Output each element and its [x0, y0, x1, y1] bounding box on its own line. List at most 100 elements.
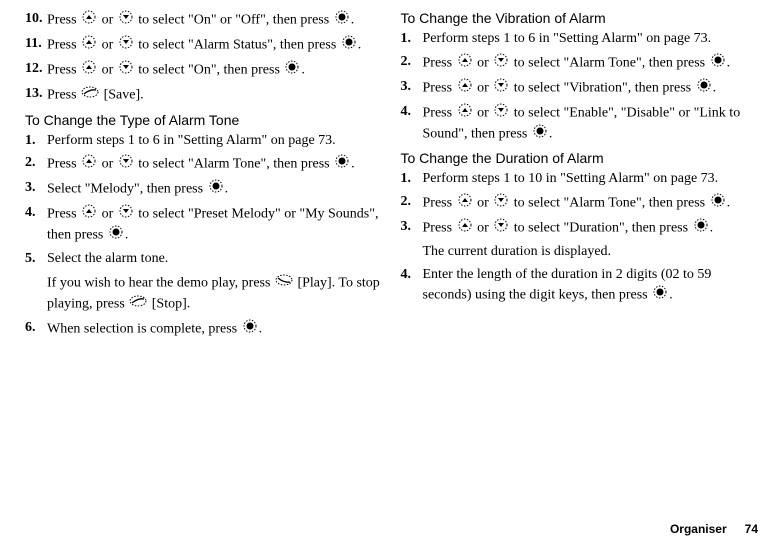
t: to select "Vibration", then press	[510, 80, 694, 95]
t: .	[713, 80, 717, 95]
down-icon	[493, 53, 509, 74]
t: Press	[47, 207, 80, 222]
step-num: 4.	[401, 266, 423, 285]
step-text: Press or to select "Preset Melody" or "M…	[47, 204, 383, 246]
down-icon	[118, 35, 134, 56]
t: [Save].	[100, 87, 144, 102]
up-icon	[457, 103, 473, 124]
step-b6: 6. When selection is complete, press .	[25, 319, 383, 340]
step-b2: 2. Press or to select "Alarm Tone", then…	[25, 154, 383, 175]
down-icon	[118, 10, 134, 31]
circle-icon	[334, 10, 350, 31]
step-r2: 2. Press or to select "Alarm Tone", then…	[401, 53, 759, 74]
step-10: 10. Press or to select "On" or "Off", th…	[25, 10, 383, 31]
circle-icon	[334, 154, 350, 175]
step-text: Perform steps 1 to 6 in "Setting Alarm" …	[47, 132, 383, 151]
circle-icon	[242, 319, 258, 340]
step-num: 5.	[25, 250, 47, 269]
step-text: Press or to select "Alarm Tone", then pr…	[423, 53, 759, 74]
t: to select "Alarm Tone", then press	[510, 196, 708, 211]
t: .	[351, 13, 355, 28]
footer-title: Organiser	[670, 522, 727, 536]
t: .	[669, 288, 673, 303]
step-num: 3.	[401, 218, 423, 237]
step-text: Perform steps 1 to 10 in "Setting Alarm"…	[423, 170, 759, 189]
step-num: 12.	[25, 60, 47, 79]
down-icon	[493, 103, 509, 124]
t: .	[225, 182, 229, 197]
circle-icon	[693, 218, 709, 239]
t: .	[549, 126, 553, 141]
circle-icon	[284, 60, 300, 81]
softkey-icon	[81, 85, 99, 106]
t: Press	[47, 87, 80, 102]
step-text: Perform steps 1 to 6 in "Setting Alarm" …	[423, 30, 759, 49]
t: .	[727, 56, 731, 71]
circle-icon	[710, 193, 726, 214]
down-icon	[118, 60, 134, 81]
step-b5-note: If you wish to hear the demo play, press…	[47, 273, 383, 315]
step-text: Press or to select "Alarm Tone", then pr…	[47, 154, 383, 175]
up-icon	[457, 218, 473, 239]
up-icon	[457, 78, 473, 99]
t: .	[351, 157, 355, 172]
circle-icon	[696, 78, 712, 99]
heading-tone-type: To Change the Type of Alarm Tone	[25, 112, 383, 128]
step-num: 3.	[25, 179, 47, 198]
t: .	[710, 221, 714, 236]
circle-icon	[710, 53, 726, 74]
down-icon	[493, 78, 509, 99]
step-num: 3.	[401, 78, 423, 97]
t: .	[259, 321, 263, 336]
step-text: When selection is complete, press .	[47, 319, 383, 340]
right-column: To Change the Vibration of Alarm 1. Perf…	[401, 10, 759, 344]
t: to select "Alarm Tone", then press	[135, 157, 333, 172]
t: Press	[47, 38, 80, 53]
step-text: Press or to select "Vibration", then pre…	[423, 78, 759, 99]
step-d4: 4. Enter the length of the duration in 2…	[401, 266, 759, 306]
step-num: 13.	[25, 85, 47, 104]
step-num: 4.	[25, 204, 47, 223]
step-num: 11.	[25, 35, 47, 54]
step-text: Press or to select "Duration", then pres…	[423, 218, 759, 239]
up-icon	[457, 193, 473, 214]
t: .	[358, 38, 362, 53]
step-num: 4.	[401, 103, 423, 122]
step-num: 2.	[25, 154, 47, 173]
down-icon	[118, 154, 134, 175]
circle-icon	[652, 285, 668, 306]
up-icon	[81, 60, 97, 81]
circle-icon	[341, 35, 357, 56]
t: Press	[47, 62, 80, 77]
up-icon	[457, 53, 473, 74]
down-icon	[118, 204, 134, 225]
t: to select "On", then press	[135, 62, 284, 77]
step-num: 1.	[401, 30, 423, 49]
t: When selection is complete, press	[47, 321, 241, 336]
footer-page: 74	[745, 522, 758, 536]
t: to select "Duration", then press	[510, 221, 691, 236]
step-num: 10.	[25, 10, 47, 29]
heading-duration: To Change the Duration of Alarm	[401, 150, 759, 166]
step-text: Press or to select "Alarm Status", then …	[47, 35, 383, 56]
t: to select "Alarm Tone", then press	[510, 56, 708, 71]
step-d1: 1. Perform steps 1 to 10 in "Setting Ala…	[401, 170, 759, 189]
footer: Organiser 74	[670, 522, 758, 536]
step-text: Press or to select "On", then press .	[47, 60, 383, 81]
t: Press	[423, 80, 456, 95]
t: Press	[47, 157, 80, 172]
step-text: Press or to select "Alarm Tone", then pr…	[423, 193, 759, 214]
step-11: 11. Press or to select "Alarm Status", t…	[25, 35, 383, 56]
circle-icon	[108, 225, 124, 246]
t: Press	[47, 13, 80, 28]
step-r1: 1. Perform steps 1 to 6 in "Setting Alar…	[401, 30, 759, 49]
step-text: Select "Melody", then press .	[47, 179, 383, 200]
step-b5: 5. Select the alarm tone.	[25, 250, 383, 269]
t: to select "On" or "Off", then press	[135, 13, 333, 28]
t: .	[727, 196, 731, 211]
step-text: Enter the length of the duration in 2 di…	[423, 266, 759, 306]
step-num: 6.	[25, 319, 47, 338]
up-icon	[81, 10, 97, 31]
t: to select "Alarm Status", then press	[135, 38, 340, 53]
heading-vibration: To Change the Vibration of Alarm	[401, 10, 759, 26]
